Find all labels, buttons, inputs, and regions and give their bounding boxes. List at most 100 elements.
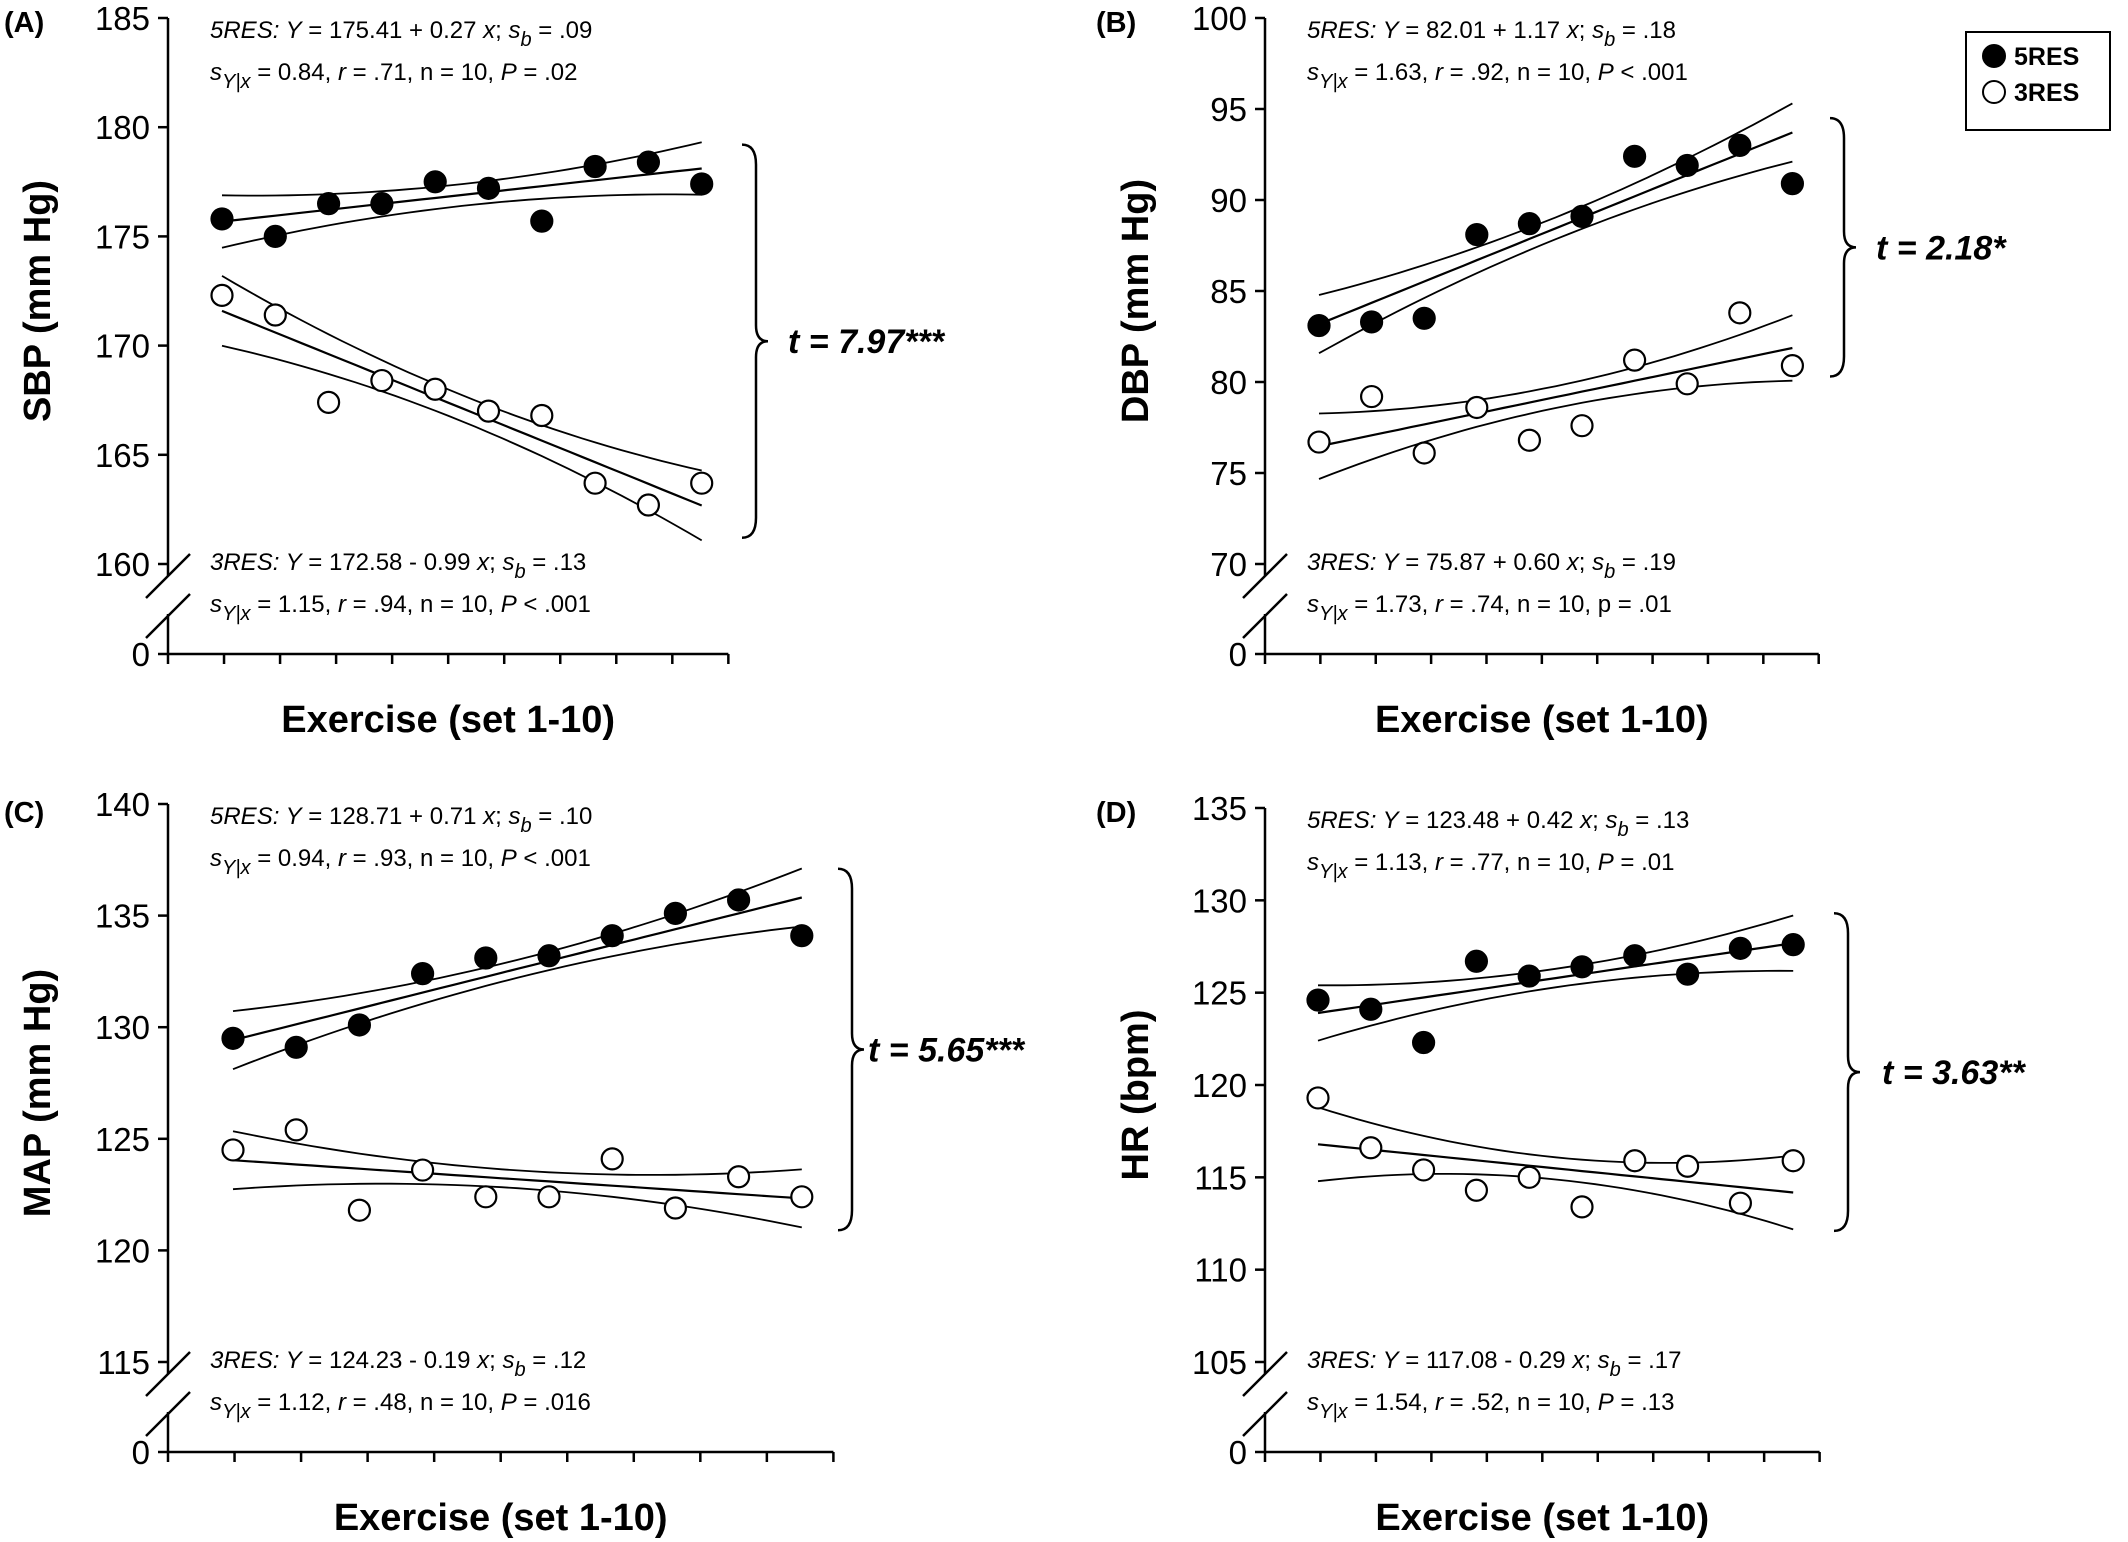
data-point-3res — [1622, 348, 1647, 372]
data-point-5res — [1412, 306, 1436, 330]
bottom-equation-line1: 3RES: Y = 75.87 + 0.60 x; sb = .19 — [1307, 549, 1676, 583]
axis-break-mark — [145, 1351, 191, 1397]
data-point-5res — [1411, 1030, 1436, 1055]
bottom-equation-line2: sY|x = 1.73, r = .74, n = 10, p = .01 — [1307, 591, 1672, 625]
data-point-5res — [537, 944, 561, 968]
y-tick-label: 70 — [1210, 546, 1247, 583]
t-statistic: t = 3.63** — [1882, 1054, 2026, 1092]
axis-break-mark — [1242, 553, 1288, 599]
y-tick-label: 110 — [1194, 1252, 1247, 1289]
data-point-3res — [1780, 354, 1805, 378]
y-tick-label-zero: 0 — [1229, 1434, 1247, 1471]
data-point-3res — [663, 1196, 688, 1220]
regression-line-5res — [221, 167, 702, 223]
y-tick-label: 115 — [97, 1344, 150, 1381]
data-point-3res — [636, 493, 661, 517]
legend-marker-5res — [1982, 44, 2006, 68]
y-tick-label-zero: 0 — [132, 1434, 150, 1471]
data-point-3res — [370, 368, 394, 393]
confidence-band-lower-5res — [1317, 969, 1794, 1042]
data-point-5res — [690, 172, 714, 196]
y-tick-label: 170 — [95, 328, 150, 365]
axis-break-mark — [1242, 593, 1288, 639]
axis-break-mark — [145, 1391, 191, 1437]
legend-label-3res: 3RES — [2014, 79, 2079, 107]
y-tick-label: 80 — [1210, 364, 1247, 401]
data-point-5res — [1517, 964, 1541, 988]
data-point-3res — [1411, 1158, 1436, 1182]
data-point-3res — [790, 1185, 814, 1209]
panel-C: (C) 115 120 125 130 135 140 0 MAP (mm Hg) Exercis… — [4, 786, 1026, 1539]
regression-line-5res — [1318, 131, 1793, 326]
y-tick-label: 135 — [95, 898, 150, 935]
bottom-equation-line1: 3RES: Y = 117.08 - 0.29 x; sb = .17 — [1307, 1347, 1682, 1381]
t-statistic: t = 5.65*** — [868, 1032, 1026, 1070]
data-point-3res — [530, 403, 554, 428]
axis-break-mark — [145, 593, 191, 639]
regression-line-5res — [1317, 942, 1794, 1015]
data-point-3res — [1464, 1178, 1489, 1202]
data-point-5res — [476, 176, 501, 200]
bottom-equation-line2: sY|x = 1.54, r = .52, n = 10, P = .13 — [1307, 1389, 1674, 1423]
data-point-5res — [790, 924, 814, 948]
data-point-5res — [1623, 944, 1647, 968]
data-point-3res — [1517, 1165, 1541, 1189]
data-point-5res — [474, 946, 498, 970]
y-tick-label: 125 — [95, 1121, 150, 1158]
data-point-3res — [690, 471, 714, 495]
data-point-5res — [1465, 222, 1489, 247]
y-axis-label: SBP (mm Hg) — [17, 180, 59, 422]
confidence-band-upper-5res — [1318, 102, 1793, 296]
confidence-band-upper-3res — [232, 1130, 802, 1176]
data-point-3res — [411, 1158, 435, 1182]
x-axis-label: Exercise (set 1-10) — [334, 1497, 668, 1539]
data-point-5res — [636, 150, 661, 174]
confidence-band-lower-3res — [1318, 379, 1793, 480]
legend: 5RES 3RES — [1965, 31, 2111, 131]
data-point-3res — [1412, 441, 1436, 465]
panel-D: (D) 105 110 115 120 125 130 135 0 HR (bpm) Exercis… — [1096, 790, 2026, 1539]
comparison-brace — [1833, 912, 1861, 1233]
t-statistic: t = 2.18* — [1876, 229, 2007, 267]
data-point-3res — [284, 1118, 308, 1142]
confidence-band-lower-5res — [1318, 160, 1793, 354]
y-tick-label: 180 — [95, 109, 150, 146]
confidence-band-upper-5res — [232, 867, 803, 1012]
y-tick-label: 140 — [95, 786, 150, 823]
y-axis-label: MAP (mm Hg) — [17, 969, 59, 1217]
top-equation-line1: 5RES: Y = 128.71 + 0.71 x; sb = .10 — [210, 803, 592, 837]
panel-A: (A) 160 165 170 175 180 185 0 SBP (mm Hg) Exercis… — [4, 0, 946, 741]
panel-label: (C) — [4, 797, 44, 829]
data-point-5res — [347, 1013, 371, 1037]
data-point-3res — [221, 1138, 245, 1162]
data-point-3res — [210, 283, 234, 307]
data-point-5res — [423, 170, 447, 194]
data-point-3res — [600, 1147, 624, 1171]
y-tick-label-zero: 0 — [132, 636, 150, 673]
x-axis-label: Exercise (set 1-10) — [1375, 1497, 1709, 1539]
x-axis-label: Exercise (set 1-10) — [281, 699, 615, 741]
confidence-band-lower-3res — [221, 344, 703, 542]
data-point-3res — [1728, 301, 1752, 325]
bottom-equation-line2: sY|x = 1.12, r = .48, n = 10, P = .016 — [210, 1389, 591, 1423]
y-tick-label: 120 — [95, 1232, 150, 1269]
regression-line-3res — [1318, 346, 1793, 448]
y-tick-label: 185 — [95, 0, 150, 37]
data-point-3res — [347, 1198, 371, 1222]
data-point-3res — [474, 1185, 498, 1209]
comparison-brace — [1829, 116, 1857, 378]
bottom-equation-line2: sY|x = 1.15, r = .94, n = 10, P < .001 — [210, 591, 591, 625]
data-point-3res — [1675, 1154, 1700, 1178]
confidence-band-lower-3res — [1317, 1173, 1794, 1231]
data-point-5res — [1517, 212, 1542, 236]
data-point-3res — [1675, 372, 1699, 396]
top-equation-line2: sY|x = 0.94, r = .93, n = 10, P < .001 — [210, 845, 591, 879]
y-tick-label: 160 — [95, 546, 150, 583]
regression-line-5res — [232, 896, 803, 1042]
data-point-3res — [1728, 1191, 1753, 1215]
data-point-5res — [1728, 133, 1752, 157]
data-point-3res — [726, 1165, 751, 1189]
data-point-3res — [1517, 428, 1542, 452]
legend-marker-3res — [1982, 80, 2006, 104]
